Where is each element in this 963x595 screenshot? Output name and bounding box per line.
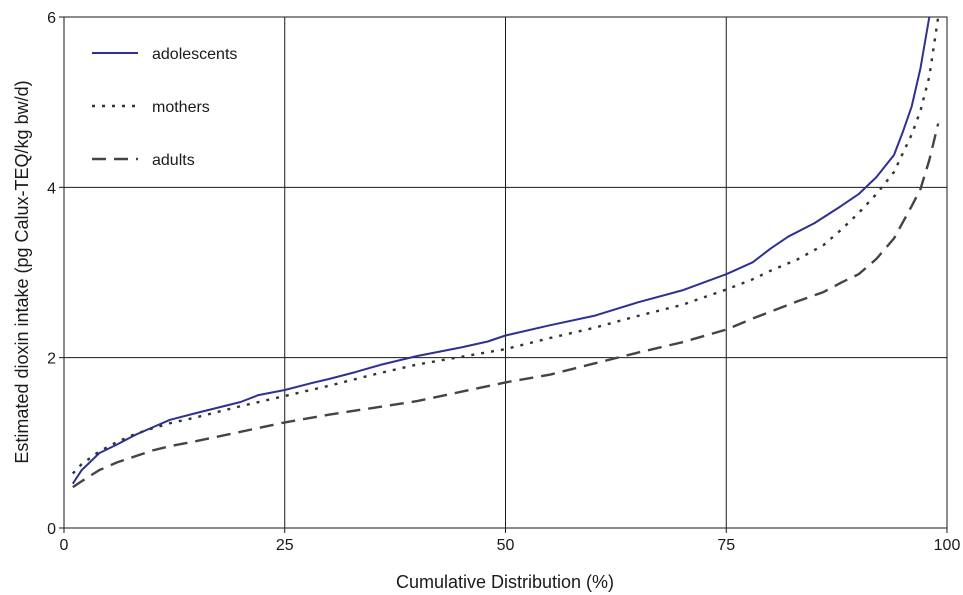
y-axis-title: Estimated dioxin intake (pg Calux-TEQ/kg… xyxy=(12,80,32,463)
legend-label-adults: adults xyxy=(152,152,195,169)
legend-label-mothers: mothers xyxy=(152,99,210,116)
x-tick-label: 100 xyxy=(934,537,961,554)
y-tick-label: 0 xyxy=(47,521,56,538)
x-tick-label: 25 xyxy=(276,537,294,554)
grid-lines xyxy=(64,17,947,528)
x-tick-label: 75 xyxy=(717,537,735,554)
y-tick-label: 4 xyxy=(47,180,56,197)
series-line-mothers xyxy=(71,16,940,475)
legend-label-adolescents: adolescents xyxy=(152,46,237,63)
y-tick-label: 6 xyxy=(47,10,56,27)
series-lines xyxy=(71,16,940,489)
series-line-adolescents xyxy=(71,16,931,485)
series-line-adults xyxy=(72,123,940,489)
legend: adolescents mothers adults xyxy=(92,46,237,169)
x-tick-label: 50 xyxy=(497,537,515,554)
x-tick-label: 0 xyxy=(60,537,69,554)
x-axis-title: Cumulative Distribution (%) xyxy=(396,572,614,592)
y-tick-label: 2 xyxy=(47,351,56,368)
axis-ticks: 0 25 50 75 100 0 2 4 6 xyxy=(47,10,960,554)
